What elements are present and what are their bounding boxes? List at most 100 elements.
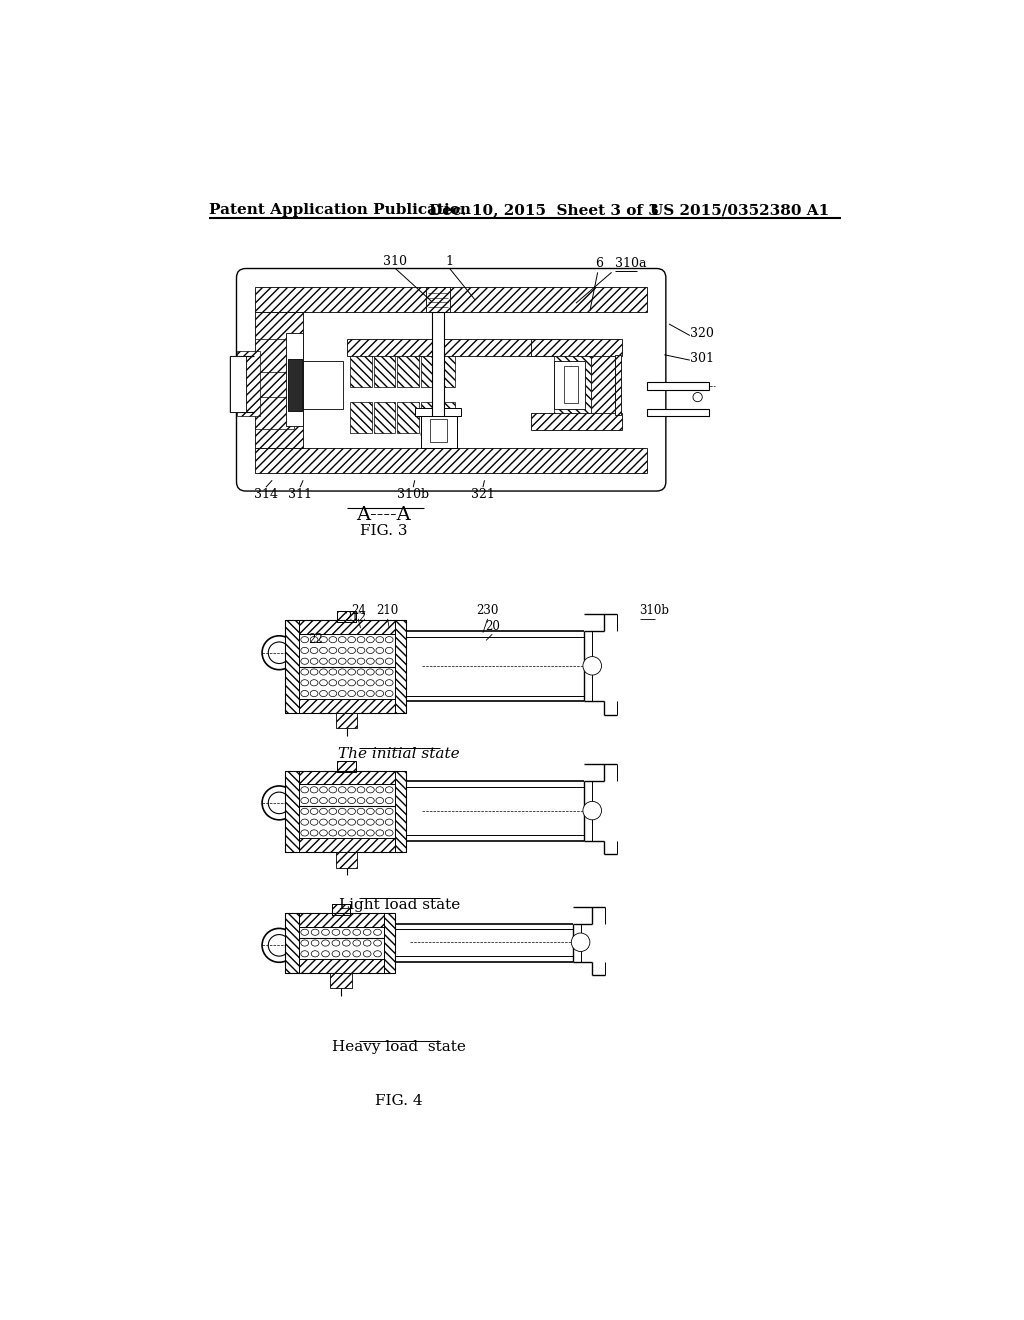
Ellipse shape <box>374 950 381 957</box>
Ellipse shape <box>338 690 346 697</box>
Bar <box>531 339 623 356</box>
Ellipse shape <box>319 680 328 686</box>
Ellipse shape <box>367 830 375 836</box>
Ellipse shape <box>348 818 355 825</box>
Ellipse shape <box>310 647 318 653</box>
Ellipse shape <box>322 929 330 936</box>
Ellipse shape <box>357 636 365 643</box>
Ellipse shape <box>374 929 381 936</box>
Bar <box>255 397 294 429</box>
Bar <box>426 286 451 312</box>
Ellipse shape <box>385 659 393 664</box>
Bar <box>374 403 395 433</box>
Bar <box>554 360 586 409</box>
Text: 310b: 310b <box>397 488 429 502</box>
Circle shape <box>262 785 296 820</box>
Ellipse shape <box>329 830 337 836</box>
Ellipse shape <box>357 680 365 686</box>
Bar <box>350 403 372 433</box>
Ellipse shape <box>367 659 375 664</box>
Ellipse shape <box>374 940 381 946</box>
Bar <box>384 913 394 973</box>
Ellipse shape <box>367 647 375 653</box>
Bar <box>336 853 357 867</box>
Ellipse shape <box>353 940 360 946</box>
Ellipse shape <box>338 830 346 836</box>
Ellipse shape <box>338 818 346 825</box>
Ellipse shape <box>319 636 328 643</box>
Circle shape <box>262 928 296 962</box>
Ellipse shape <box>364 950 371 957</box>
Ellipse shape <box>332 940 340 946</box>
Ellipse shape <box>301 690 308 697</box>
Circle shape <box>444 429 455 440</box>
Ellipse shape <box>319 797 328 804</box>
Bar <box>299 960 384 973</box>
Bar <box>444 418 455 432</box>
Ellipse shape <box>342 940 350 946</box>
Ellipse shape <box>385 797 393 804</box>
Ellipse shape <box>357 808 365 814</box>
Ellipse shape <box>342 929 350 936</box>
Text: 301: 301 <box>690 352 714 366</box>
Ellipse shape <box>376 669 384 675</box>
Ellipse shape <box>338 647 346 653</box>
Ellipse shape <box>376 818 384 825</box>
Ellipse shape <box>338 808 346 814</box>
Ellipse shape <box>301 950 308 957</box>
Ellipse shape <box>310 636 318 643</box>
Text: 22: 22 <box>308 632 323 645</box>
Ellipse shape <box>385 669 393 675</box>
Bar <box>255 312 303 447</box>
Bar <box>531 413 623 430</box>
Bar <box>444 356 455 387</box>
Ellipse shape <box>329 690 337 697</box>
Ellipse shape <box>357 659 365 664</box>
Bar <box>337 762 356 772</box>
Ellipse shape <box>301 659 308 664</box>
Bar <box>332 904 350 915</box>
Ellipse shape <box>376 680 384 686</box>
Bar <box>554 356 592 413</box>
Ellipse shape <box>338 680 346 686</box>
Text: 210: 210 <box>377 605 398 618</box>
Ellipse shape <box>376 808 384 814</box>
Ellipse shape <box>332 929 340 936</box>
Bar <box>289 359 302 411</box>
Text: 310a: 310a <box>614 257 646 271</box>
Bar <box>430 418 447 442</box>
Ellipse shape <box>332 950 340 957</box>
Ellipse shape <box>338 797 346 804</box>
Text: 20: 20 <box>484 619 500 632</box>
Ellipse shape <box>319 818 328 825</box>
Bar <box>255 286 647 312</box>
Bar <box>415 408 461 416</box>
Ellipse shape <box>367 818 375 825</box>
Text: The initial state: The initial state <box>339 747 460 762</box>
Ellipse shape <box>338 669 346 675</box>
Ellipse shape <box>348 659 355 664</box>
Ellipse shape <box>348 808 355 814</box>
Ellipse shape <box>385 818 393 825</box>
Ellipse shape <box>329 669 337 675</box>
Ellipse shape <box>376 647 384 653</box>
Ellipse shape <box>310 830 318 836</box>
Bar <box>563 367 578 404</box>
Ellipse shape <box>385 680 393 686</box>
Bar <box>432 312 437 438</box>
Text: 1: 1 <box>445 255 454 268</box>
Circle shape <box>268 935 290 956</box>
Bar <box>397 403 419 433</box>
Bar <box>285 771 299 853</box>
Ellipse shape <box>367 636 375 643</box>
Ellipse shape <box>319 659 328 664</box>
Ellipse shape <box>385 690 393 697</box>
Ellipse shape <box>311 950 319 957</box>
Bar <box>299 838 395 853</box>
Circle shape <box>583 656 601 675</box>
Ellipse shape <box>310 787 318 793</box>
Text: 310: 310 <box>383 255 408 268</box>
Bar <box>444 403 455 433</box>
Ellipse shape <box>319 647 328 653</box>
Bar <box>230 356 246 412</box>
